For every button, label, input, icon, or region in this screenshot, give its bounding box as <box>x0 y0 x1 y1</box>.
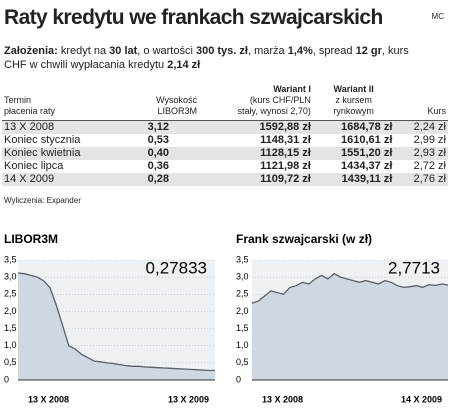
y-tick-label: 1,5 <box>236 323 249 333</box>
column-header: Kurs <box>394 84 448 121</box>
table-cell: 13 X 2008 <box>2 120 121 134</box>
assumptions: Założenia: kredyt na 30 lat, o wartości … <box>4 44 424 72</box>
chart-title: Frank szwajcarski (w zł) <box>236 232 372 246</box>
column-header: Wariant II z kursem rynkowym <box>312 84 395 121</box>
table-cell: 2,72 zł <box>413 160 446 172</box>
y-tick-label: 2,5 <box>4 289 17 299</box>
table-cell: 2,99 zł <box>413 134 446 146</box>
x-tick-label: 13 X 2009 <box>168 394 209 404</box>
header-line: (kurs CHF/PLN <box>249 95 311 105</box>
series-line <box>251 272 449 304</box>
table-row: 13 X 2008 3,12 1592,88 zł 1684,78 zł 2,24 zł <box>2 120 448 134</box>
table-cell: Koniec stycznia <box>4 134 81 146</box>
table-cell: 2,76 zł <box>394 173 448 186</box>
header-line: rynkowym <box>333 106 374 116</box>
table-cell: 1434,37 zł <box>341 160 393 172</box>
y-tick-label: 1,0 <box>4 340 17 350</box>
y-tick-label: 0 <box>236 374 241 384</box>
table-cell: 3,12 <box>120 120 199 134</box>
assumption-part: Założenia: <box>4 45 58 57</box>
assumption-part: , marża <box>247 45 288 57</box>
y-tick-label: 2,0 <box>236 306 249 316</box>
source: Wyliczenia: Expander <box>4 196 81 205</box>
assumption-part: 1,4% <box>287 45 313 57</box>
table-cell: 1121,98 zł <box>260 160 311 172</box>
table-cell: 0,28 <box>120 173 199 186</box>
header-line: LIBOR3M <box>157 106 197 116</box>
assumption-part: 30 lat <box>109 45 138 57</box>
table-row: Koniec kwietnia 0,40 1128,15 zł 1551,20 zł 2… <box>2 147 448 160</box>
table-row: Koniec lipca 0,36 1121,98 zł 1434,37 zł 2,72… <box>2 160 448 173</box>
y-tick-label: 1,0 <box>236 340 249 350</box>
header-line: płacenia raty <box>4 106 56 116</box>
table-cell: 1551,20 zł <box>312 147 395 160</box>
y-tick-label: 2,5 <box>236 289 249 299</box>
table-cell: 0,40 <box>120 147 199 160</box>
table-cell: 1592,88 zł <box>199 120 313 134</box>
table-cell: 2,24 zł <box>394 120 448 134</box>
assumption-part: 300 tys. zł <box>195 45 248 57</box>
table-cell: Koniec lipca <box>4 160 64 172</box>
column-header: Wysokość LIBOR3M <box>120 84 199 121</box>
y-tick-label: 0 <box>4 374 9 384</box>
area-fill <box>18 273 215 380</box>
charts: LIBOR3M 0 0,5 1,0 1,5 2,0 2,5 3,0 3,5 13 X 2008 13… <box>4 232 449 404</box>
x-tick-label: 14 X 2009 <box>401 394 442 404</box>
area-fill <box>252 273 448 380</box>
assumption-part: 12 gr <box>355 45 382 57</box>
series-line <box>17 272 216 372</box>
table-cell: 1684,78 zł <box>312 120 395 134</box>
assumption-part: 2,14 zł <box>167 59 201 71</box>
x-tick-label: 13 X 2008 <box>28 394 69 404</box>
header-line: stały, wynosi 2,70) <box>237 106 311 116</box>
table-cell: 1439,11 zł <box>312 173 395 186</box>
table-cell: 1109,72 zł <box>199 173 313 186</box>
table-row: 14 X 2009 0,28 1109,72 zł 1439,11 zł 2,76 zł <box>2 173 448 186</box>
table-cell: 2,93 zł <box>394 147 448 160</box>
header-line: Wariant I <box>273 84 311 94</box>
header-line: Wysokość <box>156 95 197 105</box>
y-tick-label: 3,5 <box>4 254 17 264</box>
table-cell: 14 X 2009 <box>2 173 121 186</box>
table-cell: 0,53 <box>147 134 169 146</box>
y-tick-label: 1,5 <box>4 323 17 333</box>
chart-title: LIBOR3M <box>4 232 58 246</box>
y-tick-label: 0,5 <box>236 357 249 367</box>
y-tick-label: 3,5 <box>236 254 249 264</box>
assumption-part: , spread <box>312 45 356 57</box>
header-line: Termin <box>4 95 32 105</box>
table-cell: 1148,31 zł <box>260 134 311 146</box>
table-row: Koniec stycznia 0,53 1148,31 zł 1610,61 zł 2… <box>2 134 448 147</box>
y-tick-label: 3,0 <box>4 272 17 282</box>
assumption-part: , o wartości <box>137 45 196 57</box>
header-line: z kursem <box>335 95 372 105</box>
assumption-part: , kurs CHF w chwili wypłacania kredytu <box>4 45 409 71</box>
credit: MC <box>431 12 444 21</box>
loan-table: Termin płacenia raty Wysokość LIBOR3M Warian… <box>2 84 448 186</box>
header-line: Wariant II <box>333 84 374 94</box>
y-tick-label: 2,0 <box>4 306 17 316</box>
table-cell: 0,36 <box>147 160 169 172</box>
table-cell: 1128,15 zł <box>199 147 313 160</box>
y-tick-label: 3,0 <box>236 272 249 282</box>
annotation: 0,27833 <box>146 258 207 277</box>
table-cell: Koniec kwietnia <box>2 147 121 160</box>
assumption-part: kredyt na <box>57 45 110 57</box>
y-tick-label: 0,5 <box>4 357 17 367</box>
column-header: Termin płacenia raty <box>2 84 121 121</box>
annotation: 2,7713 <box>388 258 440 277</box>
column-header: Wariant I (kurs CHF/PLN stały, wynosi 2,70… <box>199 84 313 121</box>
table-cell: 1610,61 zł <box>341 134 393 146</box>
title: Raty kredytu we frankach szwajcarskich <box>4 6 383 29</box>
x-tick-label: 13 X 2008 <box>262 394 303 404</box>
header-line: Kurs <box>427 106 446 116</box>
